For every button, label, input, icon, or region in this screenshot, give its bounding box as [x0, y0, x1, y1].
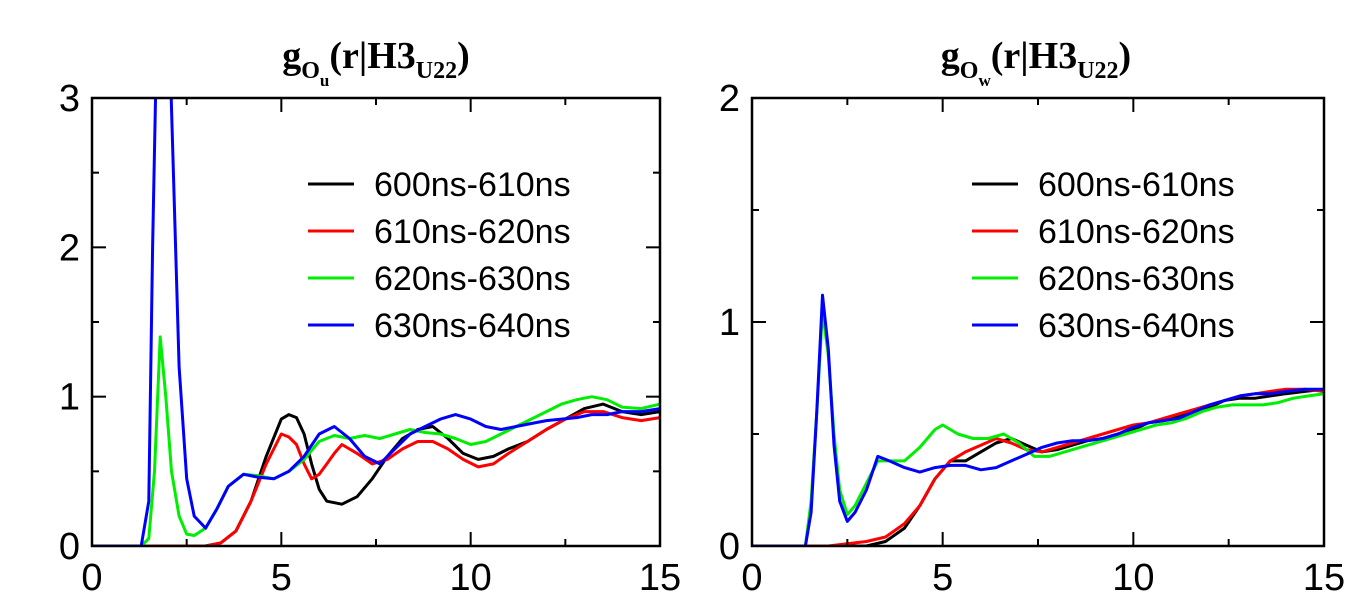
- legend-label: 620ns-630ns: [374, 260, 571, 298]
- y-tick-label: 2: [719, 78, 740, 120]
- series-group: [752, 293, 1324, 546]
- legend-label: 610ns-620ns: [374, 213, 571, 251]
- y-tick-label: 1: [719, 302, 740, 344]
- x-tick-label: 10: [450, 557, 492, 599]
- legend-label: 620ns-630ns: [1038, 260, 1235, 298]
- x-tick-label: 0: [81, 557, 102, 599]
- y-tick-label: 3: [59, 78, 80, 120]
- x-tick-label: 10: [1112, 557, 1154, 599]
- x-tick-label: 5: [932, 557, 953, 599]
- x-tick-label: 15: [639, 557, 681, 599]
- panel-title: gOw(r|H3U22): [941, 35, 1131, 90]
- series-line-630ns-640ns: [752, 293, 1324, 546]
- legend-label: 610ns-620ns: [1038, 213, 1235, 251]
- panel-title: gOu(r|H3U22): [282, 35, 470, 90]
- y-tick-label: 2: [59, 227, 80, 269]
- series-line-600ns-610ns: [92, 402, 660, 546]
- series-line-630ns-640ns: [92, 98, 660, 546]
- x-tick-label: 15: [1303, 557, 1345, 599]
- legend-label: 600ns-610ns: [374, 166, 571, 204]
- legend-label: 600ns-610ns: [1038, 166, 1235, 204]
- right-panel: 0 5 10 15 0 1 2 gOw(r|H3U22) 600ns-610ns 610ns-62…: [719, 35, 1345, 599]
- y-tick-label: 1: [59, 377, 80, 419]
- legend-label: 630ns-640ns: [374, 307, 571, 345]
- y-tick-label: 0: [719, 526, 740, 568]
- y-tick-label: 0: [59, 526, 80, 568]
- x-tick-label: 0: [741, 557, 762, 599]
- series-group: [92, 98, 660, 546]
- series-line-620ns-630ns: [92, 335, 660, 546]
- legend-label: 630ns-640ns: [1038, 307, 1235, 345]
- x-tick-label: 5: [271, 557, 292, 599]
- series-line-610ns-620ns: [92, 410, 660, 546]
- left-panel: 0 5 10 15 0 1 2 3 gOu(r|H3U22) 600ns-610ns 610ns-6…: [59, 35, 681, 599]
- series-line-620ns-630ns: [752, 309, 1324, 546]
